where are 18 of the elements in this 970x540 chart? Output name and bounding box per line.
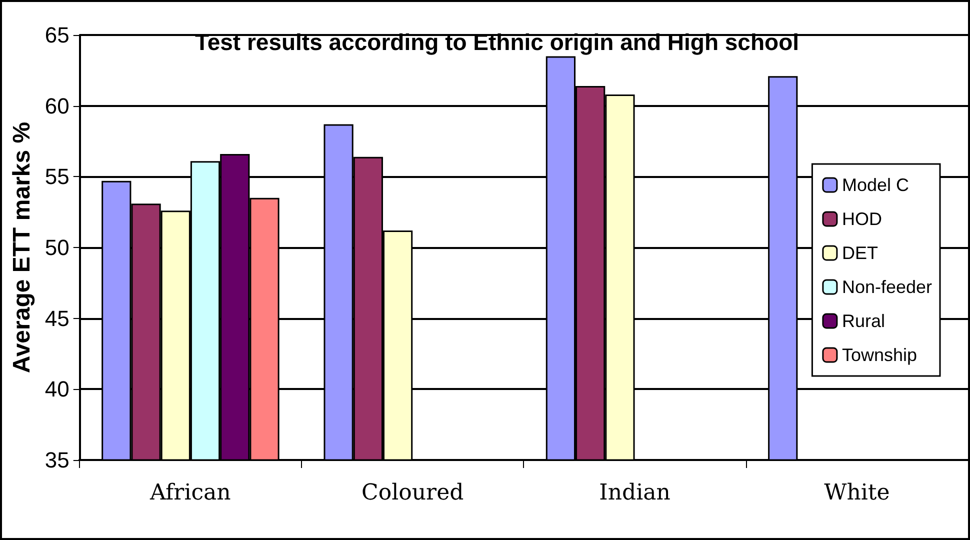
y-tick-label: 60	[44, 93, 70, 118]
legend-label: Non-feeder	[842, 277, 932, 297]
y-tick-label: 55	[44, 164, 70, 190]
y-tick-label: 50	[44, 235, 70, 260]
y-tick-label: 40	[44, 376, 70, 402]
legend-label: DET	[842, 243, 878, 263]
x-tick-label: White	[824, 480, 890, 506]
y-tick-label: 45	[44, 306, 70, 331]
legend-label: HOD	[842, 209, 882, 229]
y-axis-title: Average ETT marks %	[8, 122, 36, 374]
legend-label: Township	[842, 345, 917, 365]
x-tick-label: African	[149, 480, 231, 506]
y-tick-label: 35	[44, 448, 70, 472]
y-tick-label: 65	[44, 22, 70, 48]
legend-label: Model C	[842, 175, 909, 195]
x-tick-label: Indian	[599, 480, 670, 506]
x-tick-label: Coloured	[362, 480, 464, 506]
legend-label: Rural	[842, 311, 885, 331]
